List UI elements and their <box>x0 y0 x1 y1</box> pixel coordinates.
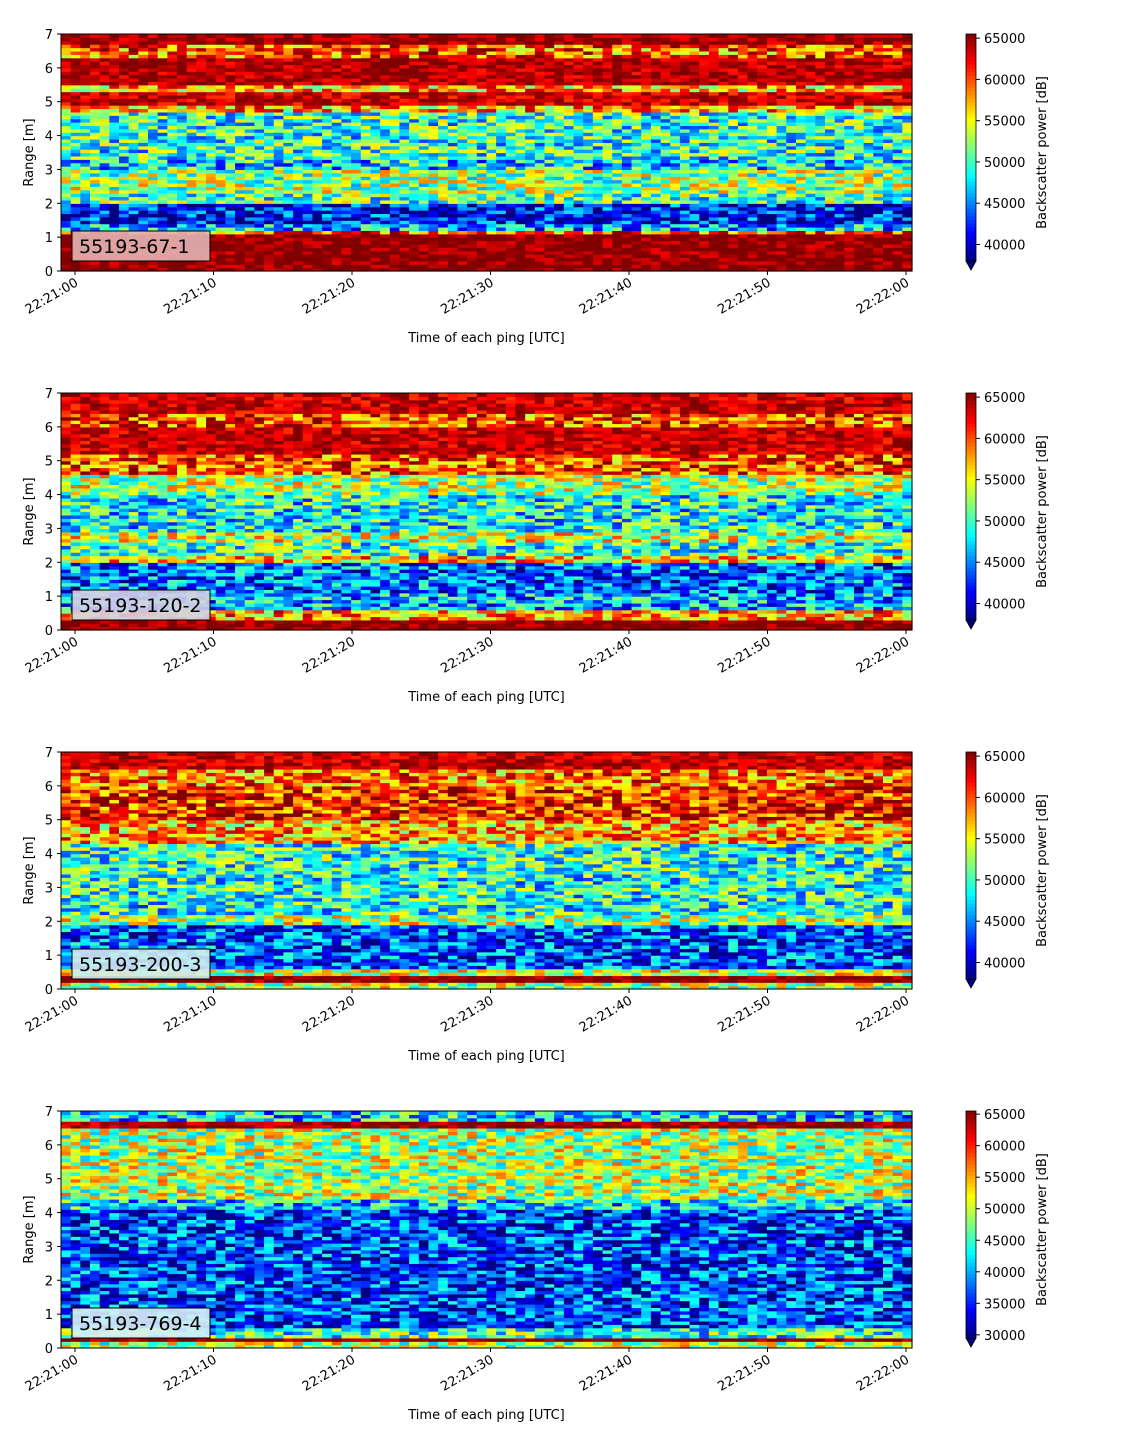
heatmap-cell <box>264 34 274 38</box>
heatmap-cell <box>274 34 284 38</box>
heatmap-cell <box>680 34 690 38</box>
heatmap-cell <box>593 34 603 38</box>
heatmap-cell <box>603 34 613 38</box>
heatmap-cell <box>487 34 497 38</box>
heatmap-cell <box>187 34 197 38</box>
heatmap-cell <box>61 34 71 38</box>
heatmap-cell <box>293 34 303 38</box>
heatmap-cell <box>351 34 361 38</box>
heatmap-cell <box>448 34 458 38</box>
heatmap-cell <box>438 34 448 38</box>
heatmap-cell <box>699 34 709 38</box>
heatmap-cell <box>100 34 110 38</box>
heatmap-cell <box>312 34 322 38</box>
heatmap-cell <box>138 34 148 38</box>
heatmap-cell <box>71 34 81 38</box>
heatmap-cell <box>661 34 671 38</box>
heatmap-cell <box>361 34 371 38</box>
heatmap-cell <box>322 34 332 38</box>
heatmap-cell <box>651 34 661 38</box>
heatmap-cell <box>738 34 748 38</box>
heatmap-cell <box>457 34 467 38</box>
heatmap-cell <box>467 34 477 38</box>
heatmap-cell <box>158 34 168 38</box>
heatmap-cell <box>419 34 429 38</box>
heatmap-cell <box>477 34 487 38</box>
heatmap-cell <box>632 34 642 38</box>
heatmap-cell <box>690 34 700 38</box>
heatmap-cell <box>90 34 100 38</box>
heatmap-cell <box>129 34 139 38</box>
heatmap-cell <box>554 34 564 38</box>
heatmap-cell <box>225 34 235 38</box>
heatmap-cell <box>196 34 206 38</box>
heatmap-cell <box>332 34 342 38</box>
heatmap-cell <box>728 34 738 38</box>
heatmap-cell <box>583 34 593 38</box>
heatmap-cell <box>245 34 255 38</box>
heatmap-cell <box>535 34 545 38</box>
heatmap-cell <box>719 34 729 38</box>
heatmap-cell <box>303 34 313 38</box>
heatmap-cell <box>380 34 390 38</box>
heatmap-cell <box>545 34 555 38</box>
heatmap-cell <box>167 34 177 38</box>
heatmap-cell <box>119 34 129 38</box>
heatmap-cell <box>564 34 574 38</box>
heatmap-cell <box>670 34 680 38</box>
heatmap-cell <box>370 34 380 38</box>
heatmap-cell <box>283 34 293 38</box>
heatmap-cell <box>254 34 264 38</box>
heatmap-cell <box>341 34 351 38</box>
heatmap-cell <box>516 34 526 38</box>
heatmap-cell <box>148 34 158 38</box>
heatmap-cell <box>80 34 90 38</box>
heatmap-cell <box>496 34 506 38</box>
heatmap-cell <box>206 34 216 38</box>
heatmap-cell <box>525 34 535 38</box>
heatmap-cell <box>612 34 622 38</box>
heatmap-cell <box>622 34 632 38</box>
heatmap-cell <box>409 34 419 38</box>
heatmap-cell <box>216 34 226 38</box>
heatmap-cell <box>709 34 719 38</box>
heatmap-cell <box>390 34 400 38</box>
heatmap-cell <box>177 34 187 38</box>
heatmap-cell <box>641 34 651 38</box>
heatmap-cell <box>235 34 245 38</box>
heatmap-cell <box>109 34 119 38</box>
heatmap-cell <box>399 34 409 38</box>
heatmap-cell <box>574 34 584 38</box>
heatmap-cell <box>506 34 516 38</box>
heatmap-cell <box>428 34 438 38</box>
